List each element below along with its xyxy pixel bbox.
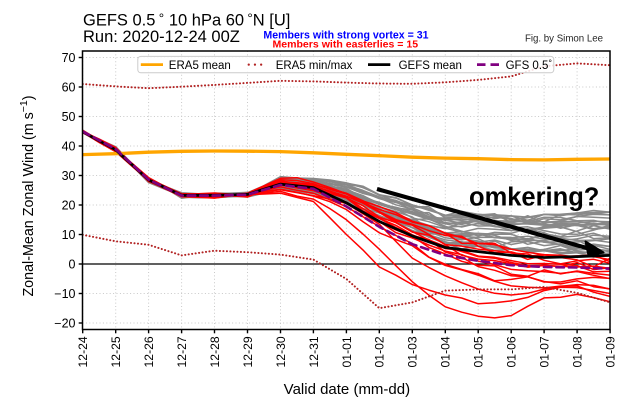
svg-text:01-02: 01-02: [373, 336, 387, 367]
svg-text:omkering?: omkering?: [469, 184, 599, 212]
svg-text:−10: −10: [54, 287, 75, 301]
svg-text:01-04: 01-04: [439, 336, 453, 367]
svg-text:Fig. by Simon Lee: Fig. by Simon Lee: [525, 34, 603, 45]
svg-text:01-03: 01-03: [406, 336, 420, 367]
svg-text:GEFS mean: GEFS mean: [399, 60, 462, 72]
svg-text:40: 40: [62, 139, 76, 153]
svg-text:Valid date (mm-dd): Valid date (mm-dd): [284, 381, 410, 398]
svg-text:20: 20: [62, 198, 76, 212]
svg-text:01-08: 01-08: [571, 336, 585, 367]
svg-text:30: 30: [62, 169, 76, 183]
svg-text:50: 50: [62, 110, 76, 124]
svg-text:01-01: 01-01: [340, 336, 354, 367]
svg-text:GFS 0.5°: GFS 0.5°: [506, 58, 553, 72]
svg-text:12-24: 12-24: [76, 336, 90, 367]
svg-text:01-06: 01-06: [505, 336, 519, 367]
svg-text:12-30: 12-30: [274, 336, 288, 367]
svg-text:Run: 2020-12-24 00Z: Run: 2020-12-24 00Z: [83, 28, 240, 46]
svg-text:0: 0: [69, 257, 76, 271]
svg-text:Members with strong vortex = 3: Members with strong vortex = 31: [263, 29, 428, 41]
svg-text:ERA5 mean: ERA5 mean: [169, 60, 231, 72]
svg-text:10: 10: [62, 228, 76, 242]
svg-text:ERA5 min/max: ERA5 min/max: [276, 60, 353, 72]
svg-text:12-27: 12-27: [175, 336, 189, 367]
svg-text:12-31: 12-31: [307, 336, 321, 367]
svg-text:Members with easterlies = 15: Members with easterlies = 15: [272, 39, 418, 51]
svg-text:01-09: 01-09: [604, 336, 618, 367]
svg-text:12-26: 12-26: [142, 336, 156, 367]
svg-text:Zonal-Mean Zonal Wind (m s−1): Zonal-Mean Zonal Wind (m s−1): [18, 95, 37, 296]
svg-text:60: 60: [62, 80, 76, 94]
svg-text:12-28: 12-28: [208, 336, 222, 367]
svg-text:GEFS 0.5 ° 10 hPa 60 °N [U]: GEFS 0.5 ° 10 hPa 60 °N [U]: [83, 11, 290, 29]
svg-text:70: 70: [62, 51, 76, 65]
svg-text:−20: −20: [54, 316, 75, 330]
svg-text:12-29: 12-29: [241, 336, 255, 367]
svg-text:01-07: 01-07: [538, 336, 552, 367]
svg-text:01-05: 01-05: [472, 336, 486, 367]
svg-text:12-25: 12-25: [109, 336, 123, 367]
